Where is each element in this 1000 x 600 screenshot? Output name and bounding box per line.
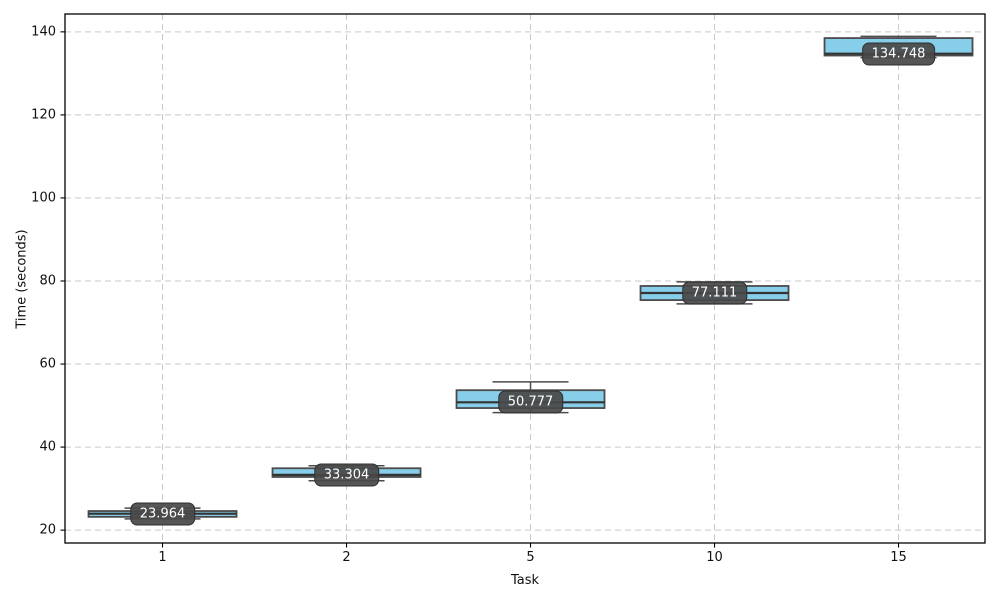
median-annotation: 134.748 — [861, 42, 936, 66]
median-annotation: 77.111 — [681, 281, 748, 305]
median-annotation: 50.777 — [497, 390, 564, 414]
median-annotation: 23.964 — [129, 502, 196, 526]
plot-border — [64, 13, 986, 544]
y-tick-label: 140 — [31, 24, 56, 40]
y-tick-label: 20 — [39, 522, 56, 538]
x-tick-label: 10 — [706, 550, 723, 565]
y-tick-label: 40 — [39, 439, 56, 455]
y-axis-label: Time (seconds) — [14, 228, 30, 329]
x-tick-label: 15 — [890, 550, 907, 565]
x-tick-label: 2 — [342, 550, 351, 565]
y-tick-label: 60 — [39, 356, 56, 372]
x-axis-label: Task — [510, 573, 540, 588]
x-tick-label: 5 — [526, 550, 535, 565]
y-tick-label: 120 — [31, 107, 56, 123]
median-annotation: 33.304 — [313, 463, 380, 487]
y-tick-label: 80 — [39, 273, 56, 289]
x-tick-label: 1 — [158, 550, 167, 565]
y-tick-label: 100 — [31, 190, 56, 206]
